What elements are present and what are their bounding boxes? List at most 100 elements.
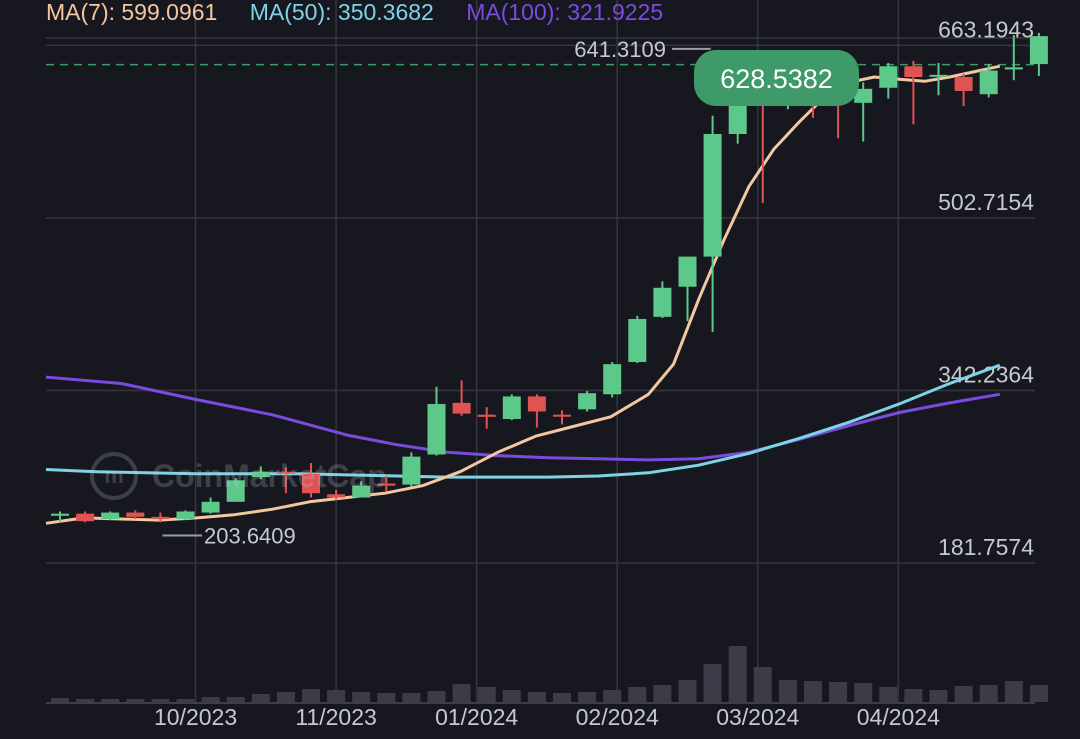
candle <box>1004 35 1023 81</box>
volume-bar <box>804 681 822 702</box>
volume-bar <box>653 685 672 702</box>
x-tick-label: 03/2024 <box>716 704 799 730</box>
candle-body <box>377 483 396 486</box>
ma7-legend-label: MA(7): 599.0961 <box>46 0 218 25</box>
volume-bar <box>854 683 873 702</box>
volume-bar <box>76 699 95 702</box>
ma50-line <box>45 363 1001 479</box>
price-badge-bg <box>694 50 859 106</box>
volume-bar <box>979 685 998 702</box>
volume-bar <box>703 664 722 702</box>
coinmarketcap-logo-icon: m <box>90 452 138 500</box>
price-badge-text: 628.5382 <box>720 64 833 94</box>
volume-bar <box>51 698 69 702</box>
candle-body <box>603 364 622 395</box>
candle-body <box>201 501 220 513</box>
volume-bar <box>678 680 697 702</box>
candle-body <box>703 134 722 257</box>
low-marker-label: 203.6409 <box>204 524 296 549</box>
volume-bar <box>628 687 647 702</box>
ma7-line <box>45 64 1001 525</box>
candle-body <box>302 473 320 494</box>
high-marker-label: 641.3109 <box>574 37 666 62</box>
candle-body <box>904 66 923 77</box>
x-tick-label: 01/2024 <box>435 704 518 730</box>
candle <box>101 511 120 521</box>
candle <box>51 511 69 523</box>
coinmarketcap-watermark: m CoinMarketCap <box>90 452 387 500</box>
volume-bar <box>402 693 421 702</box>
candle <box>879 63 898 99</box>
volume-bar <box>603 690 622 702</box>
candle <box>929 63 948 96</box>
candle-body <box>151 516 170 520</box>
volume-bar <box>578 692 597 702</box>
volume-bar <box>302 689 320 702</box>
candle-body <box>427 403 446 455</box>
candle-body <box>176 511 195 520</box>
candle-body <box>527 396 546 412</box>
candle-body <box>352 485 371 498</box>
candle-body <box>226 480 245 502</box>
candle-body <box>327 494 346 498</box>
candle <box>653 281 672 318</box>
candle-body <box>954 77 973 91</box>
candle-body <box>628 318 647 362</box>
volume-bar <box>1004 681 1023 702</box>
x-tick-label: 02/2024 <box>576 704 659 730</box>
volume-bar <box>477 687 496 702</box>
candle-body <box>1004 67 1023 70</box>
volume-bar <box>452 684 471 702</box>
candle <box>703 115 722 332</box>
x-tick-label: 11/2023 <box>295 704 376 730</box>
volume-bar <box>728 646 747 702</box>
candle <box>452 380 471 416</box>
volume-bar <box>553 693 571 702</box>
candle <box>477 407 496 429</box>
candle <box>76 511 95 523</box>
candle-body <box>553 414 571 417</box>
candle-body <box>76 513 95 522</box>
volume-bar <box>226 697 245 702</box>
candle <box>979 64 998 98</box>
candle-body <box>126 512 145 517</box>
candle <box>854 82 873 142</box>
candle <box>628 315 647 364</box>
volume-bar <box>201 697 220 702</box>
candle <box>678 256 697 322</box>
y-tick-label: 502.7154 <box>938 189 1034 215</box>
x-tick-label: 10/2023 <box>154 704 237 730</box>
candle-body <box>728 99 747 134</box>
watermark-text: CoinMarketCap <box>152 457 387 494</box>
volume-bar <box>502 690 521 702</box>
ma50-legend-label: MA(50): 350.3682 <box>249 0 434 25</box>
candle-body <box>653 287 672 317</box>
volume-bar <box>276 692 295 702</box>
candle <box>352 481 371 498</box>
candle-body <box>402 456 421 485</box>
volume-bar <box>101 699 120 702</box>
y-tick-label: 181.7574 <box>938 534 1034 560</box>
x-tick-label: 04/2024 <box>857 704 940 730</box>
candle <box>527 394 546 428</box>
current-price-badge[interactable]: 628.5382 <box>694 50 859 106</box>
candle <box>603 362 622 398</box>
volume-bar <box>527 692 546 702</box>
volume-bar <box>929 690 948 702</box>
candle-body <box>678 256 697 287</box>
volume-bar <box>829 682 848 702</box>
volume-bar <box>879 687 898 702</box>
volume-bar <box>176 699 195 702</box>
candle-body <box>251 471 270 478</box>
y-tick-label: 663.1943 <box>938 16 1034 42</box>
candle <box>276 467 295 494</box>
volume-bar <box>753 667 772 702</box>
ma100-legend-label: MA(100): 321.9225 <box>466 0 664 25</box>
candle <box>1029 32 1048 76</box>
candle-body <box>979 70 998 95</box>
candle <box>502 394 521 421</box>
candle-body <box>276 471 295 474</box>
candle-body <box>854 88 873 103</box>
